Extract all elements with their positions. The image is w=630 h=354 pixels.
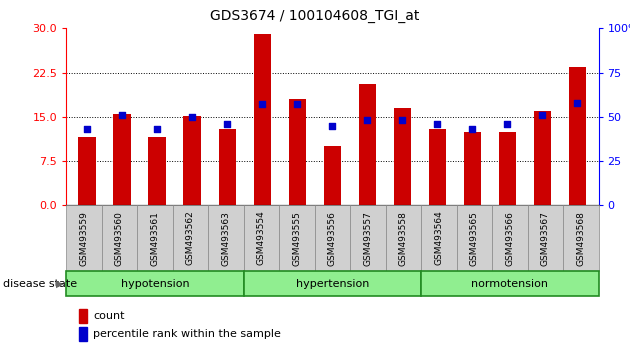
Point: [467, 126, 478, 132]
Text: GSM493560: GSM493560: [115, 211, 124, 266]
Bar: [464, 132, 481, 205]
Point: [328, 123, 338, 129]
Text: hypotension: hypotension: [120, 279, 189, 289]
Bar: [289, 99, 306, 205]
Point: [362, 118, 372, 123]
Text: GSM493558: GSM493558: [399, 211, 408, 266]
Point: [502, 121, 512, 127]
Point: [117, 112, 127, 118]
Bar: [183, 116, 201, 205]
Bar: [78, 137, 96, 205]
Text: GSM493567: GSM493567: [541, 211, 550, 266]
Bar: [253, 34, 271, 205]
Bar: [394, 108, 411, 205]
Point: [257, 102, 267, 107]
Bar: [219, 129, 236, 205]
Text: percentile rank within the sample: percentile rank within the sample: [93, 329, 281, 339]
Bar: [499, 132, 516, 205]
Text: GSM493557: GSM493557: [364, 211, 372, 266]
Text: ▶: ▶: [55, 279, 63, 289]
Bar: [569, 67, 587, 205]
Point: [222, 121, 232, 127]
Text: count: count: [93, 311, 125, 321]
Point: [432, 121, 442, 127]
Text: GSM493556: GSM493556: [328, 211, 337, 266]
Text: GSM493564: GSM493564: [434, 211, 444, 266]
Text: GSM493565: GSM493565: [470, 211, 479, 266]
Text: disease state: disease state: [3, 279, 77, 289]
Point: [187, 114, 197, 120]
Bar: [534, 111, 551, 205]
Text: GDS3674 / 100104608_TGI_at: GDS3674 / 100104608_TGI_at: [210, 9, 420, 23]
Text: hypertension: hypertension: [295, 279, 369, 289]
Text: GSM493566: GSM493566: [505, 211, 514, 266]
Text: GSM493568: GSM493568: [576, 211, 585, 266]
Point: [573, 100, 583, 105]
Point: [292, 102, 302, 107]
Text: GSM493561: GSM493561: [151, 211, 159, 266]
Bar: [149, 137, 166, 205]
Text: GSM493563: GSM493563: [221, 211, 231, 266]
Text: GSM493559: GSM493559: [79, 211, 88, 266]
Text: normotension: normotension: [471, 279, 548, 289]
Point: [82, 126, 92, 132]
Text: GSM493555: GSM493555: [292, 211, 301, 266]
Point: [152, 126, 163, 132]
Text: GSM493554: GSM493554: [257, 211, 266, 266]
Bar: [324, 146, 341, 205]
Bar: [113, 114, 131, 205]
Point: [398, 118, 408, 123]
Bar: [358, 84, 376, 205]
Bar: [428, 129, 446, 205]
Text: GSM493562: GSM493562: [186, 211, 195, 266]
Point: [537, 112, 547, 118]
